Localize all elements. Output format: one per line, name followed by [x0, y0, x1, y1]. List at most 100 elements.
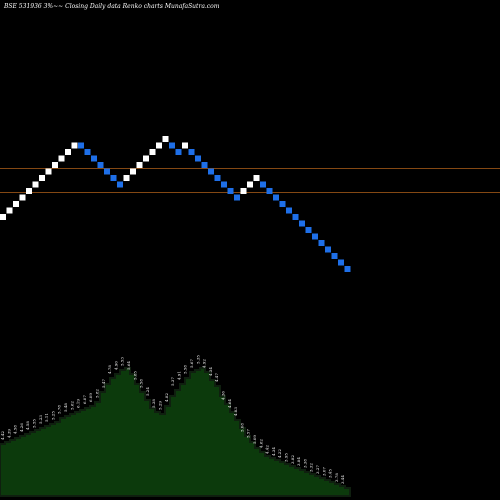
chart-header: BSE 531936 3%~~ Closing Daily data Renko… [3, 3, 220, 10]
renko-brick-down [104, 168, 110, 175]
volume-label: 3.95 [284, 453, 289, 462]
volume-label: 4.64 [227, 399, 232, 408]
volume-label: 4.92 [202, 359, 207, 368]
volume-area-shape [0, 367, 351, 497]
volume-label: 5.58 [139, 379, 144, 388]
renko-brick-down [175, 149, 182, 155]
renko-brick-up [247, 181, 253, 188]
volume-label: 4.78 [107, 365, 112, 374]
volume-label: 4.42 [265, 445, 270, 454]
volume-label: 5.11 [44, 413, 49, 422]
renko-brick-down [318, 240, 325, 246]
renko-brick-down [214, 175, 221, 181]
renko-brick-up [39, 175, 45, 181]
renko-brick-down [305, 227, 312, 233]
volume-label: 6.07 [82, 395, 87, 404]
volume-label: 5.29 [158, 401, 163, 410]
volume-label: 4.26 [19, 423, 24, 432]
volume-label: 3.44 [340, 475, 345, 484]
renko-brick-down [260, 181, 266, 188]
volume-label: 3.82 [290, 455, 295, 464]
volume-label: 5.53 [120, 357, 125, 366]
renko-brick-up [162, 136, 169, 142]
renko-brick-down [299, 220, 305, 227]
volume-label: 4.62 [258, 439, 263, 448]
volume-label: 4.82 [164, 393, 169, 402]
volume-label: 6.09 [88, 393, 93, 402]
volume-label: 4.42 [0, 431, 5, 440]
renko-brick-up [26, 188, 32, 194]
renko-brick-down [188, 149, 195, 155]
volume-label: 5.57 [246, 429, 251, 438]
volume-label: 5.67 [189, 359, 194, 368]
volume-area [0, 367, 351, 497]
volume-label: 5.62 [69, 401, 74, 410]
renko-brick-up [156, 142, 162, 149]
volume-label: 5.82 [95, 389, 100, 398]
renko-brick-up [136, 162, 143, 168]
volume-label: 5.64 [126, 361, 131, 370]
volume-label: 4.47 [214, 373, 219, 382]
volume-label: 4.34 [208, 367, 213, 376]
volume-label: 3.84 [296, 457, 301, 466]
renko-brick-up [253, 175, 260, 181]
volume-label: 4.39 [6, 429, 11, 438]
renko-brick-up [182, 142, 188, 149]
renko-brick-up [45, 168, 52, 175]
volume-label: 5.24 [145, 387, 150, 396]
renko-brick-down [221, 181, 227, 188]
renko-brick-down [208, 168, 214, 175]
volume-label: 6.19 [76, 399, 81, 408]
volume-label: 4.36 [221, 391, 226, 400]
renko-bricks [0, 136, 351, 272]
renko-brick-down [234, 194, 240, 201]
volume-label: 3.07 [321, 467, 326, 476]
renko-brick-down [97, 162, 104, 168]
volume-label: 5.48 [63, 403, 68, 412]
renko-brick-up [6, 207, 13, 214]
renko-brick-up [19, 194, 26, 201]
volume-label: 3.78 [334, 473, 339, 482]
renko-brick-up [143, 155, 149, 162]
volume-label: 5.23 [38, 415, 43, 424]
volume-label: 5.25 [50, 411, 55, 420]
renko-brick-up [240, 188, 247, 194]
renko-brick-down [279, 201, 286, 207]
volume-label: 4.83 [233, 407, 238, 416]
renko-brick-down [110, 175, 117, 181]
volume-label: 4.22 [277, 449, 282, 458]
volume-label: 4.34 [271, 447, 276, 456]
renko-brick-down [78, 142, 84, 149]
volume-label: 5.35 [195, 355, 200, 364]
volume-label: 3.32 [309, 463, 314, 472]
volume-label: 4.58 [25, 421, 30, 430]
renko-brick-down [266, 188, 273, 194]
renko-brick-down [169, 142, 175, 149]
renko-brick-down [84, 149, 91, 155]
renko-brick-up [149, 149, 156, 155]
renko-brick-down [325, 246, 331, 253]
renko-brick-down [286, 207, 292, 214]
renko-brick-up [0, 214, 6, 220]
renko-brick-down [201, 162, 208, 168]
volume-label: 3.38 [302, 459, 307, 468]
volume-label: 5.78 [57, 405, 62, 414]
volume-label: 3.45 [328, 469, 333, 478]
renko-brick-down [195, 155, 201, 162]
renko-brick-up [32, 181, 39, 188]
renko-brick-up [52, 162, 58, 168]
volume-label: 5.47 [101, 379, 106, 388]
volume-label: 4.58 [13, 425, 18, 434]
renko-brick-down [117, 181, 123, 188]
volume-label: 5.09 [252, 435, 257, 444]
renko-brick-up [65, 149, 71, 155]
volume-labels: 4.42 4.39 4.58 4.26 4.58 5.55 5.23 5.11 5.255.78… [0, 355, 345, 484]
renko-brick-down [292, 214, 299, 220]
volume-label: 5.37 [170, 377, 175, 386]
renko-brick-down [91, 155, 97, 162]
volume-label: 5.85 [132, 371, 137, 380]
renko-brick-down [331, 253, 338, 259]
volume-label: 4.91 [176, 371, 181, 380]
volume-label: 5.08 [239, 423, 244, 432]
